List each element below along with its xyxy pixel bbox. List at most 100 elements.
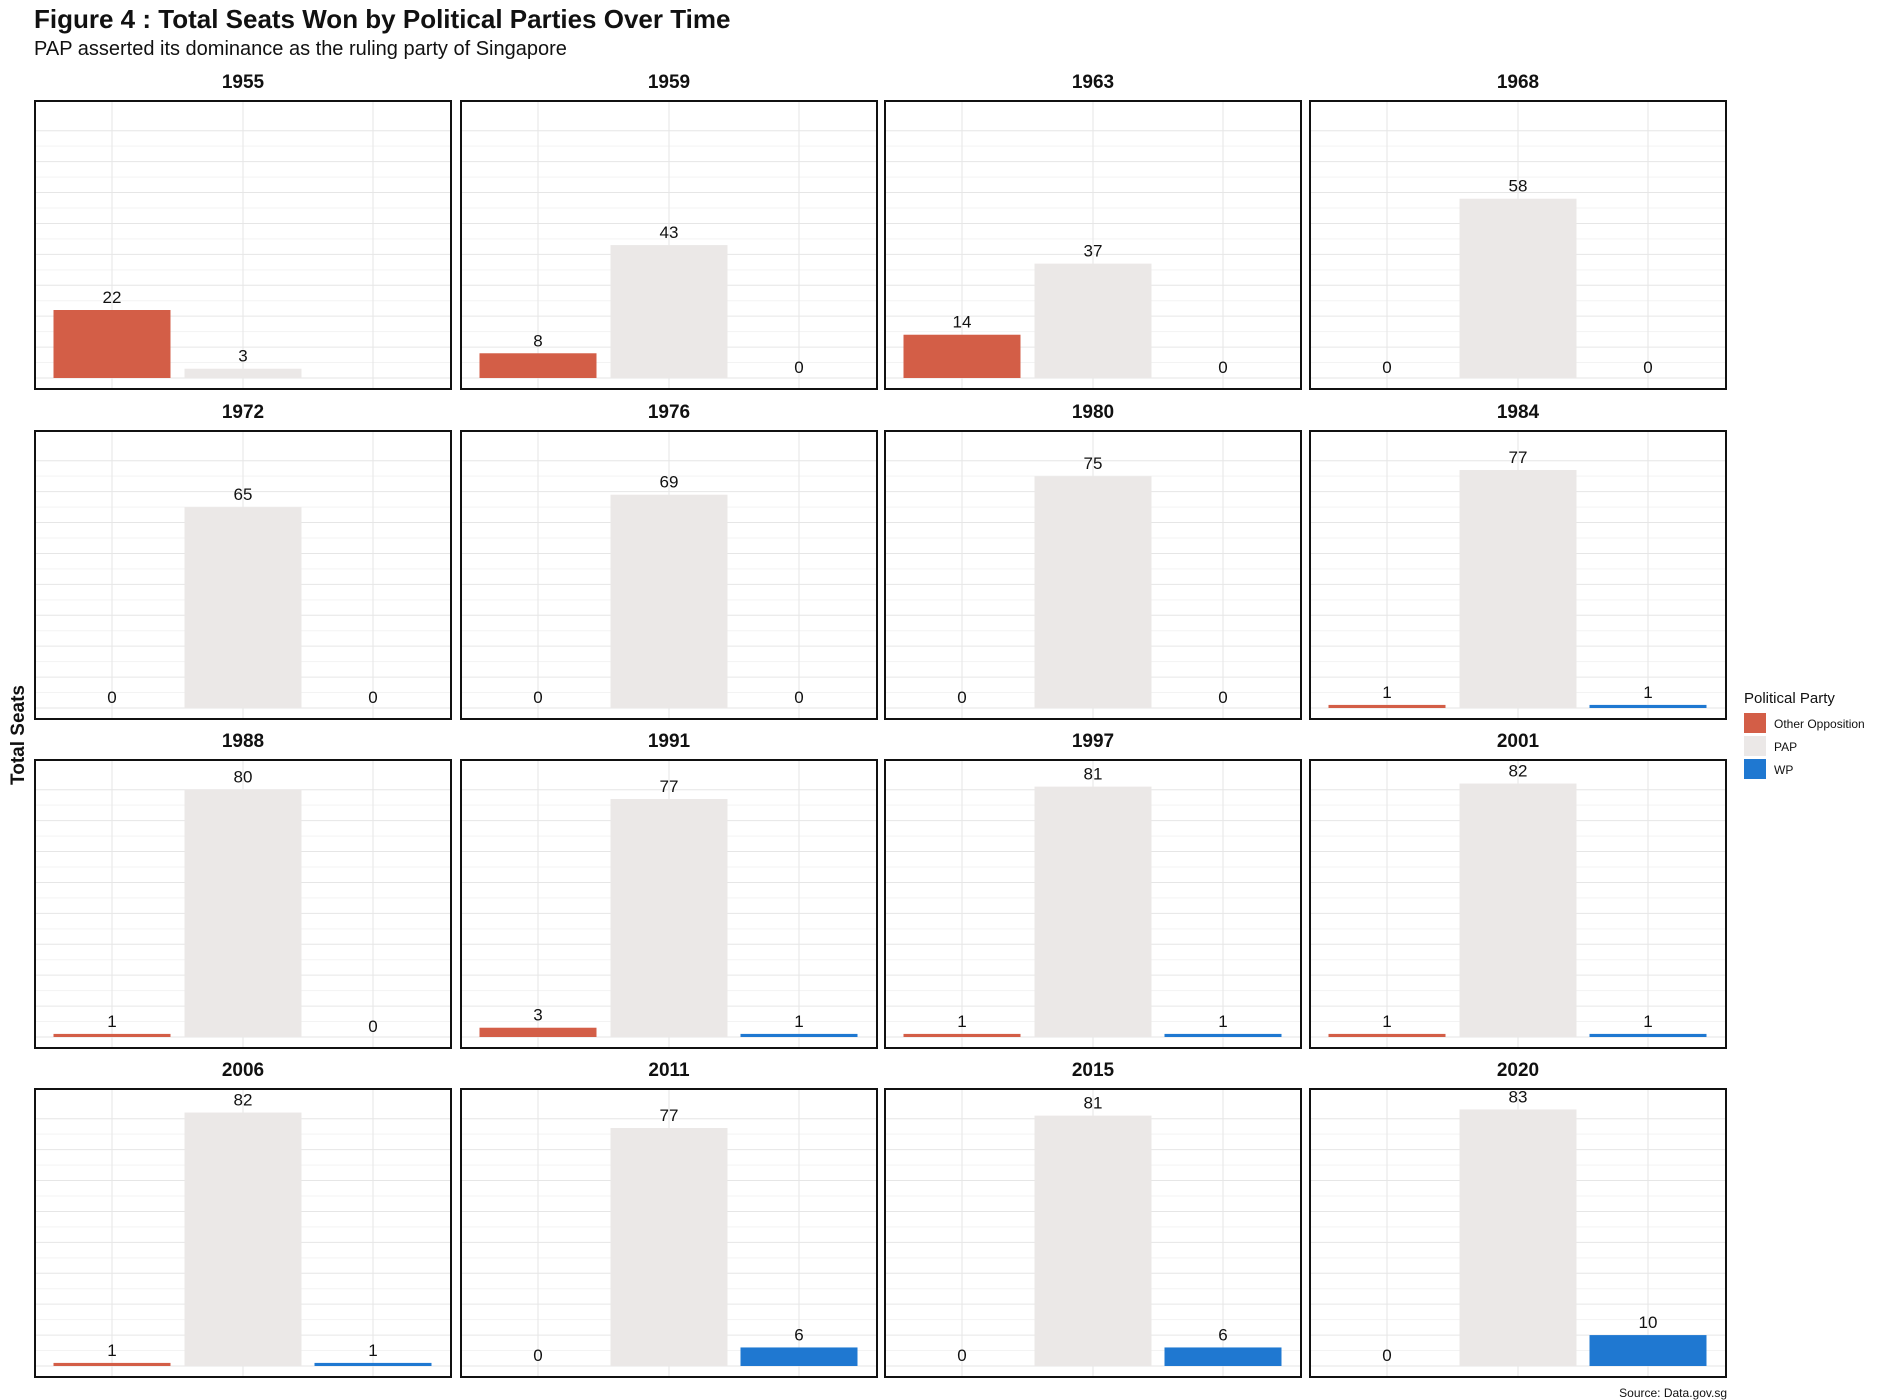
panel-border bbox=[34, 759, 452, 1049]
panel-title: 1968 bbox=[1496, 72, 1540, 93]
panel-2015: 2015 0 81 6 bbox=[884, 1058, 1302, 1378]
bar-other-opposition bbox=[479, 1027, 597, 1037]
data-label: 77 bbox=[1509, 448, 1528, 467]
bar-other-opposition bbox=[903, 334, 1021, 378]
bar-pap bbox=[1034, 1115, 1152, 1366]
data-label: 1 bbox=[368, 1341, 377, 1360]
bar-other-opposition bbox=[53, 1362, 171, 1366]
data-label: 0 bbox=[1643, 358, 1652, 377]
legend-label-wp: WP bbox=[1774, 763, 1794, 777]
data-label: 3 bbox=[533, 1006, 542, 1025]
data-label: 14 bbox=[953, 313, 972, 332]
data-label: 1 bbox=[107, 1012, 116, 1031]
panel-title: 1972 bbox=[221, 402, 265, 423]
data-label: 77 bbox=[660, 777, 679, 796]
panel-title: 1955 bbox=[221, 72, 265, 93]
data-label: 0 bbox=[107, 688, 116, 707]
legend-label-other-opposition: Other Opposition bbox=[1774, 717, 1865, 731]
bar-other-opposition bbox=[903, 1033, 1021, 1037]
panel-plot: 0 83 10 bbox=[1309, 1088, 1727, 1378]
bar-other-opposition bbox=[53, 310, 171, 378]
data-label: 0 bbox=[368, 1017, 377, 1036]
data-label: 1 bbox=[794, 1012, 803, 1031]
panel-title: 1997 bbox=[1071, 731, 1115, 752]
panel-1991: 1991 3 77 1 bbox=[460, 729, 878, 1049]
chart-title: Figure 4 : Total Seats Won by Political … bbox=[34, 4, 731, 34]
data-label: 0 bbox=[368, 688, 377, 707]
panel-title: 2020 bbox=[1496, 1060, 1540, 1081]
panel-border bbox=[1309, 759, 1727, 1049]
data-label: 81 bbox=[1084, 1094, 1103, 1113]
bar-pap bbox=[1459, 783, 1577, 1037]
panel-2006: 2006 1 82 1 bbox=[34, 1058, 452, 1378]
data-label: 6 bbox=[794, 1325, 803, 1344]
panel-border bbox=[460, 100, 878, 390]
legend-swatch-other-opposition bbox=[1744, 713, 1766, 733]
legend-item-wp: WP bbox=[1744, 759, 1835, 782]
data-label: 83 bbox=[1509, 1088, 1528, 1106]
panel-border bbox=[34, 1088, 452, 1378]
bar-other-opposition bbox=[1328, 1033, 1446, 1037]
panel-border bbox=[884, 100, 1302, 390]
data-label: 77 bbox=[660, 1106, 679, 1125]
panel-border bbox=[34, 100, 452, 390]
panel-plot: 8 43 0 bbox=[460, 100, 878, 390]
source-note: Source: Data.gov.sg bbox=[1619, 1386, 1727, 1400]
data-label: 0 bbox=[794, 358, 803, 377]
data-label: 75 bbox=[1084, 454, 1103, 473]
data-label: 0 bbox=[794, 688, 803, 707]
bar-wp bbox=[740, 1033, 858, 1037]
panel-border bbox=[884, 1088, 1302, 1378]
panel-title: 1980 bbox=[1071, 402, 1115, 423]
panel-title: 2006 bbox=[221, 1060, 265, 1081]
panel-1955: 1955 22 3 bbox=[34, 70, 452, 390]
panel-border bbox=[460, 759, 878, 1049]
bar-other-opposition bbox=[479, 353, 597, 378]
panel-title: 1988 bbox=[221, 731, 265, 752]
data-label: 1 bbox=[957, 1012, 966, 1031]
panel-1984: 1984 1 77 1 bbox=[1309, 400, 1727, 720]
data-label: 0 bbox=[1218, 688, 1227, 707]
data-label: 0 bbox=[957, 1346, 966, 1365]
data-label: 1 bbox=[1218, 1012, 1227, 1031]
bar-wp bbox=[1589, 1033, 1707, 1037]
legend-swatch-pap bbox=[1744, 736, 1766, 756]
bar-pap bbox=[610, 1128, 728, 1366]
legend-title: Political Party bbox=[1744, 690, 1835, 707]
panel-2011: 2011 0 77 6 bbox=[460, 1058, 878, 1378]
panel-plot: 0 75 0 bbox=[884, 430, 1302, 720]
panel-border bbox=[884, 430, 1302, 720]
bar-wp bbox=[1164, 1347, 1282, 1366]
bar-other-opposition bbox=[53, 1033, 171, 1037]
bar-wp bbox=[1164, 1033, 1282, 1037]
panel-plot: 0 69 0 bbox=[460, 430, 878, 720]
panel-border bbox=[460, 430, 878, 720]
data-label: 0 bbox=[1382, 358, 1391, 377]
panel-1980: 1980 0 75 0 bbox=[884, 400, 1302, 720]
data-label: 8 bbox=[533, 331, 542, 350]
data-label: 1 bbox=[1382, 1012, 1391, 1031]
panel-1963: 1963 14 37 0 bbox=[884, 70, 1302, 390]
panel-border bbox=[1309, 100, 1727, 390]
data-label: 37 bbox=[1084, 242, 1103, 261]
bar-pap bbox=[184, 789, 302, 1037]
bar-wp bbox=[740, 1347, 858, 1366]
panel-title: 1959 bbox=[647, 72, 691, 93]
panel-2020: 2020 0 83 10 bbox=[1309, 1058, 1727, 1378]
data-label: 1 bbox=[1643, 683, 1652, 702]
legend-swatch-wp bbox=[1744, 759, 1766, 779]
data-label: 58 bbox=[1509, 177, 1528, 196]
data-label: 43 bbox=[660, 223, 679, 242]
chart-subtitle: PAP asserted its dominance as the ruling… bbox=[34, 38, 567, 60]
bar-pap bbox=[1459, 198, 1577, 378]
panel-title: 2001 bbox=[1496, 731, 1540, 752]
panel-plot: 22 3 bbox=[34, 100, 452, 390]
data-label: 1 bbox=[1643, 1012, 1652, 1031]
panel-title: 2011 bbox=[648, 1060, 690, 1081]
panel-title: 2015 bbox=[1071, 1060, 1115, 1081]
